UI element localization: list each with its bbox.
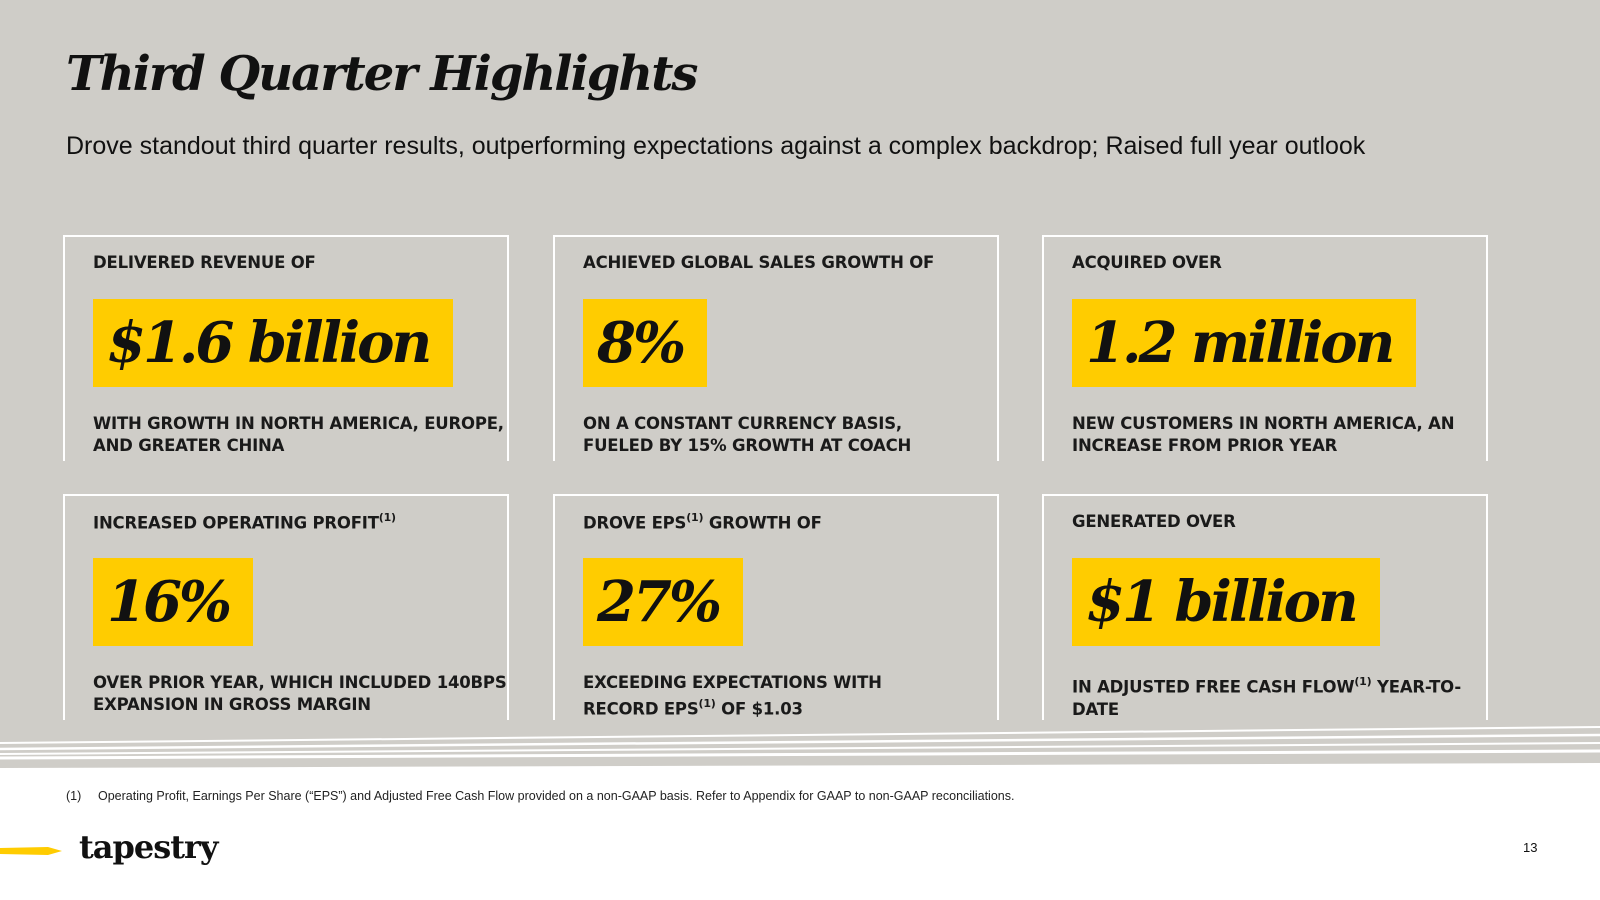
- footnote-marker: (1): [686, 511, 704, 524]
- footnote-marker: (1): [1354, 675, 1372, 688]
- card-description: IN ADJUSTED FREE CASH FLOW(1) YEAR-TO-DA…: [1072, 675, 1461, 719]
- highlight-value-box: 8%: [583, 299, 708, 387]
- highlight-card-operating-profit: INCREASED OPERATING PROFIT(1) 16% OVER P…: [63, 494, 509, 720]
- decorative-wave-lines: [0, 726, 1600, 775]
- highlight-card-revenue: DELIVERED REVENUE OF $1.6 billion WITH G…: [63, 235, 509, 461]
- card-label: ACHIEVED GLOBAL SALES GROWTH OF: [583, 253, 935, 272]
- highlight-value: $1 billion: [1086, 569, 1359, 635]
- card-label: ACQUIRED OVER: [1072, 253, 1222, 272]
- card-description: WITH GROWTH IN NORTH AMERICA, EUROPE, AN…: [93, 414, 504, 455]
- card-label: DROVE EPS(1) GROWTH OF: [583, 511, 822, 533]
- highlight-value: 8%: [597, 310, 686, 376]
- highlight-value-box: 27%: [583, 558, 744, 646]
- footnote-marker: (1): [378, 511, 396, 524]
- highlight-value: 1.2 million: [1086, 310, 1395, 376]
- brand-accent-bar-icon: [0, 847, 62, 855]
- card-description: NEW CUSTOMERS IN NORTH AMERICA, AN INCRE…: [1072, 414, 1455, 455]
- card-description: OVER PRIOR YEAR, WHICH INCLUDED 140BPS E…: [93, 673, 507, 714]
- card-label: INCREASED OPERATING PROFIT(1): [93, 511, 396, 533]
- highlight-value: $1.6 billion: [107, 310, 432, 376]
- footnote-marker: (1): [698, 697, 716, 710]
- page-title: Third Quarter Highlights: [66, 46, 698, 102]
- highlight-card-customers: ACQUIRED OVER 1.2 million NEW CUSTOMERS …: [1042, 235, 1488, 461]
- card-label: GENERATED OVER: [1072, 512, 1236, 531]
- footnote: (1) Operating Profit, Earnings Per Share …: [66, 789, 1014, 803]
- page-number: 13: [1523, 840, 1538, 855]
- card-label: DELIVERED REVENUE OF: [93, 253, 316, 272]
- highlight-card-free-cash-flow: GENERATED OVER $1 billion IN ADJUSTED FR…: [1042, 494, 1488, 720]
- highlight-value-box: $1 billion: [1072, 558, 1380, 646]
- card-description: ON A CONSTANT CURRENCY BASIS, FUELED BY …: [583, 414, 912, 455]
- footnote-text: Operating Profit, Earnings Per Share (“E…: [98, 789, 1015, 803]
- footnote-number: (1): [66, 789, 82, 803]
- highlight-card-eps-growth: DROVE EPS(1) GROWTH OF 27% EXCEEDING EXP…: [553, 494, 999, 720]
- highlight-value-box: 1.2 million: [1072, 299, 1417, 387]
- highlight-card-sales-growth: ACHIEVED GLOBAL SALES GROWTH OF 8% ON A …: [553, 235, 999, 461]
- page-subtitle: Drove standout third quarter results, ou…: [66, 132, 1366, 160]
- highlight-value-box: $1.6 billion: [93, 299, 454, 387]
- highlight-value: 27%: [597, 569, 722, 635]
- card-description: EXCEEDING EXPECTATIONS WITH RECORD EPS(1)…: [583, 673, 882, 719]
- highlight-value-box: 16%: [93, 558, 254, 646]
- brand-logo: tapestry: [79, 828, 218, 866]
- highlight-value: 16%: [107, 569, 232, 635]
